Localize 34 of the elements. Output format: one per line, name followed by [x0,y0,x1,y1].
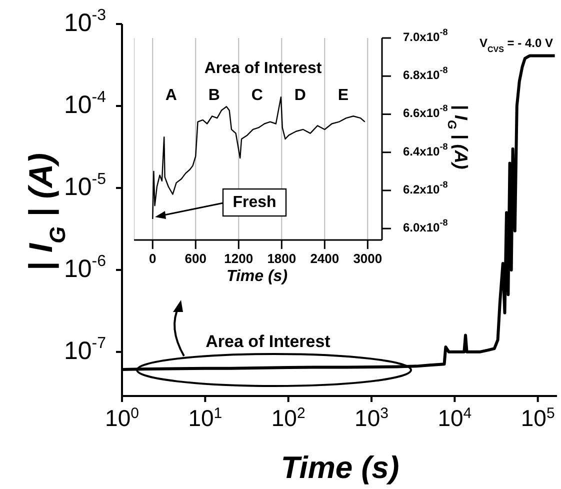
x-axis-title: Time (s) [226,268,288,285]
annotation: B [208,87,220,104]
y-tick-label: 6.8x10$^{-8}$ [403,65,448,82]
x-tick-label: 10$^{5}$ [520,404,555,431]
y-tick-label: 10$^{-4}$ [64,88,106,119]
x-tick-label: 1200 [224,251,254,266]
annotation: V$_{CVS}$ = - 4.0 V [480,36,553,54]
x-tick-label: 10$^{2}$ [271,404,306,431]
annotation: Fresh [232,194,276,212]
y-tick-label: 6.0x10$^{-8}$ [403,218,448,235]
x-tick-label: 3000 [353,251,382,266]
x-tick-label: 1800 [267,251,296,266]
y-tick-label: 10$^{-3}$ [64,6,106,37]
x-tick-label: 10$^{0}$ [105,404,139,431]
x-tick-label: 2400 [310,251,340,266]
y-tick-label: 6.6x10$^{-8}$ [403,104,448,120]
annotation: D [294,87,306,104]
y-tick-label: 10$^{-7}$ [64,334,106,365]
x-tick-label: 10$^{3}$ [354,404,388,431]
x-tick-label: 0 [149,251,156,266]
x-axis-title: Time (s) [280,450,400,485]
annotation: A [165,87,178,104]
y-tick-label: 10$^{-5}$ [64,170,106,201]
annotation: C [251,87,264,104]
y-tick-label: 7.0x10$^{-8}$ [403,27,448,44]
annotation: Area of Interest [206,332,331,351]
x-tick-label: 10$^{4}$ [438,404,472,431]
y-tick-label: 6.2x10$^{-8}$ [403,180,448,197]
x-tick-label: 600 [184,251,206,266]
y-tick-label: 10$^{-6}$ [64,252,106,283]
annotation: E [338,87,349,104]
y-tick-label: 6.4x10$^{-8}$ [403,142,448,159]
annotation: Area of Interest [204,60,322,77]
x-tick-label: 10$^{1}$ [188,404,222,431]
